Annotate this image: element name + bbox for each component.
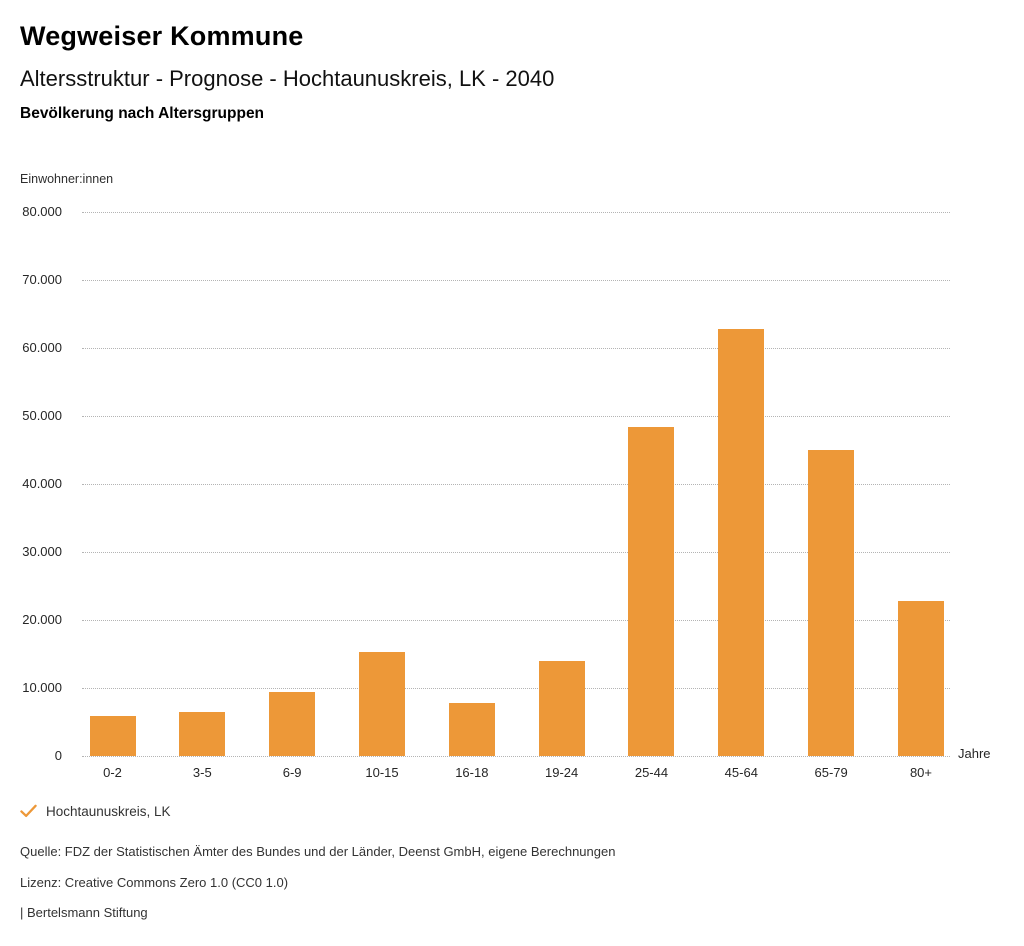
bar-80+[interactable] bbox=[897, 600, 944, 756]
y-tick-label-10000: 10.000 bbox=[22, 680, 62, 695]
legend[interactable]: Hochtaunuskreis, LK bbox=[20, 802, 171, 820]
footer-source: Quelle: FDZ der Statistischen Ämter des … bbox=[20, 844, 616, 859]
bar-3-5[interactable] bbox=[179, 711, 226, 756]
x-tick-label-10-15: 10-15 bbox=[365, 765, 399, 780]
x-tick-label-6-9: 6-9 bbox=[282, 765, 302, 780]
gridline-30000 bbox=[82, 552, 950, 553]
y-tick-label-30000: 30.000 bbox=[22, 544, 62, 559]
footer-attribution: | Bertelsmann Stiftung bbox=[20, 905, 148, 920]
y-tick-label-0: 0 bbox=[54, 748, 62, 763]
page-title: Wegweiser Kommune bbox=[20, 21, 304, 51]
bar-65-79[interactable] bbox=[808, 450, 855, 756]
footer-license: Lizenz: Creative Commons Zero 1.0 (CC0 1… bbox=[20, 875, 289, 890]
y-tick-label-60000: 60.000 bbox=[22, 340, 62, 355]
gridline-0 bbox=[82, 756, 950, 757]
bar-16-18[interactable] bbox=[448, 702, 495, 756]
x-tick-label-65-79: 65-79 bbox=[814, 765, 848, 780]
y-tick-label-80000: 80.000 bbox=[22, 204, 62, 219]
y-tick-label-20000: 20.000 bbox=[22, 612, 62, 627]
x-tick-label-0-2: 0-2 bbox=[103, 765, 122, 780]
gridline-10000 bbox=[82, 688, 950, 689]
y-tick-label-40000: 40.000 bbox=[22, 476, 62, 491]
gridline-20000 bbox=[82, 620, 950, 621]
y-tick-label-70000: 70.000 bbox=[22, 272, 62, 287]
y-axis-title: Einwohner:innen bbox=[20, 172, 114, 186]
x-tick-label-25-44: 25-44 bbox=[634, 765, 669, 780]
legend-label: Hochtaunuskreis, LK bbox=[46, 803, 171, 819]
x-tick-label-3-5: 3-5 bbox=[192, 765, 212, 780]
gridline-40000 bbox=[82, 484, 950, 485]
bar-25-44[interactable] bbox=[628, 426, 675, 756]
chart-subtitle: Altersstruktur - Prognose - Hochtaunuskr… bbox=[20, 66, 555, 91]
bar-0-2[interactable] bbox=[89, 715, 136, 756]
gridline-50000 bbox=[82, 416, 950, 417]
x-tick-label-80+: 80+ bbox=[909, 765, 932, 780]
bar-45-64[interactable] bbox=[718, 328, 765, 756]
x-tick-label-19-24: 19-24 bbox=[545, 765, 579, 780]
y-tick-label-50000: 50.000 bbox=[22, 408, 62, 423]
bar-19-24[interactable] bbox=[538, 660, 585, 756]
bar-10-15[interactable] bbox=[358, 651, 405, 756]
x-axis-title: Jahre bbox=[958, 746, 991, 761]
check-icon bbox=[20, 804, 37, 818]
gridline-70000 bbox=[82, 280, 950, 281]
x-tick-label-16-18: 16-18 bbox=[455, 765, 489, 780]
gridline-60000 bbox=[82, 348, 950, 349]
x-tick-label-45-64: 45-64 bbox=[724, 765, 758, 780]
chart-section-title: Bevölkerung nach Altersgruppen bbox=[20, 105, 265, 122]
gridline-80000 bbox=[82, 212, 950, 213]
bar-6-9[interactable] bbox=[269, 692, 316, 756]
